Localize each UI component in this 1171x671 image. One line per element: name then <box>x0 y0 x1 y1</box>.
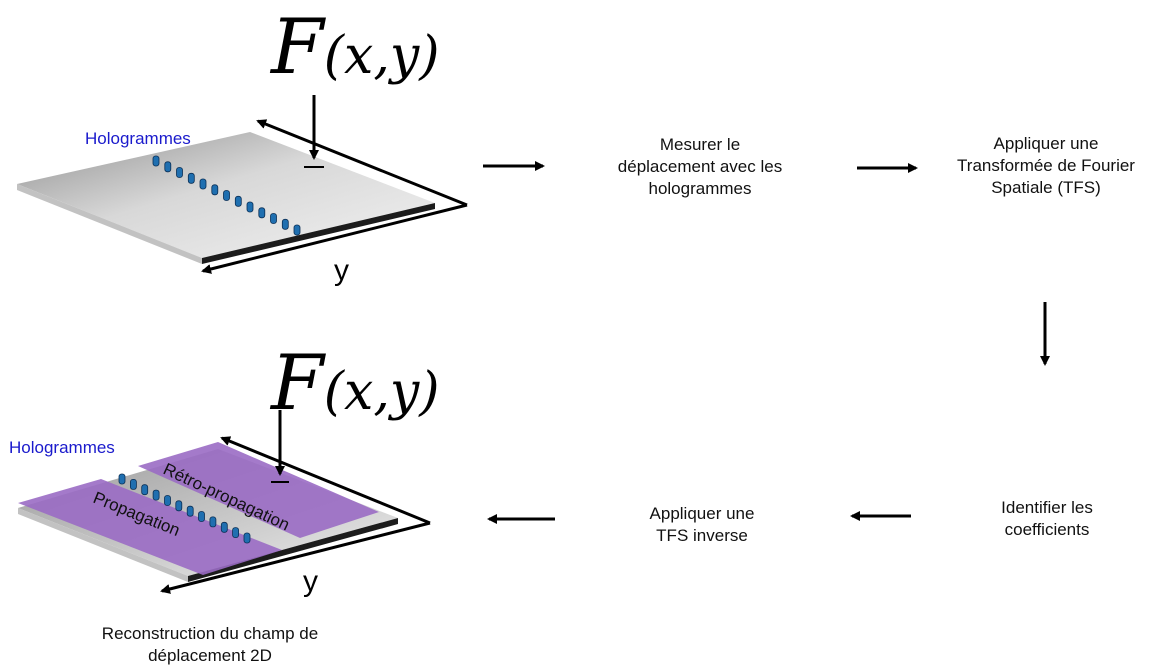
hologram-sensor <box>246 201 254 213</box>
bottom-plate-surface <box>18 449 398 576</box>
step-identify-line1: Identifier les <box>1001 498 1093 517</box>
bottom-force-sub: (x,y) <box>323 362 440 422</box>
hologram-sensor <box>270 213 277 224</box>
step-inverse-line1: Appliquer une <box>649 504 755 523</box>
top-force-sub: (x,y) <box>323 26 440 86</box>
bottom-axis-y-label: y <box>303 565 318 598</box>
top-axis-y-label: y <box>334 254 349 287</box>
hologram-sensor <box>293 224 301 236</box>
step-measure: Mesurer le déplacement avec les hologram… <box>572 134 828 200</box>
bottom-hologram-sensors <box>118 473 251 544</box>
bottom-force-label: F(x,y) <box>271 338 440 427</box>
hologram-sensor <box>152 489 160 501</box>
hologram-sensor <box>164 495 171 506</box>
hologram-sensor <box>243 532 251 544</box>
step-tfs-line2: Transformée de Fourier <box>957 156 1135 175</box>
hologram-sensor <box>141 484 149 496</box>
hologram-sensor <box>187 172 195 184</box>
propagation-region <box>18 479 282 575</box>
hologram-sensor <box>209 516 217 528</box>
step-tfs-line1: Appliquer une <box>993 134 1099 153</box>
step-measure-line3: hologrammes <box>648 179 752 198</box>
top-plate-edge <box>202 203 435 264</box>
top-axis-front <box>201 203 468 274</box>
step-inverse: Appliquer une TFS inverse <box>602 503 802 547</box>
top-holo-label: Hologrammes <box>85 129 191 148</box>
step-measure-line1: Mesurer le <box>659 135 741 154</box>
hologram-sensor <box>175 500 183 512</box>
caption-reconstruction: Reconstruction du champ de déplacement 2… <box>30 623 390 667</box>
bottom-plate: Propagation Rétro-propagation <box>18 410 431 594</box>
hologram-sensor <box>176 167 183 178</box>
bottom-plate-left-edge <box>18 508 188 582</box>
hologram-sensor <box>258 207 266 219</box>
caption-line2: déplacement 2D <box>148 646 272 665</box>
top-force-label: F(x,y) <box>271 2 440 91</box>
hologram-sensor <box>234 195 242 207</box>
hologram-sensor <box>232 527 240 538</box>
top-plate <box>17 95 468 274</box>
step-tfs: Appliquer une Transformée de Fourier Spa… <box>930 133 1162 199</box>
hologram-sensor <box>199 178 207 190</box>
retro-propagation-region <box>138 442 379 538</box>
bottom-holo-label: Hologrammes <box>9 438 115 457</box>
hologram-sensor <box>129 478 137 490</box>
step-identify-line2: coefficients <box>1004 520 1090 539</box>
hologram-sensor <box>186 505 194 517</box>
hologram-sensor <box>281 218 289 230</box>
step-tfs-line3: Spatiale (TFS) <box>991 178 1101 197</box>
top-force-main: F <box>271 2 324 91</box>
hologram-sensor <box>211 184 219 196</box>
bottom-axis-front <box>160 521 431 594</box>
step-measure-line2: déplacement avec les <box>617 157 783 176</box>
top-hologram-sensors <box>152 155 301 236</box>
bottom-axis-back <box>220 436 431 525</box>
hologram-sensor <box>152 155 160 167</box>
step-identify: Identifier les coefficients <box>952 497 1142 541</box>
hologram-sensor <box>118 473 126 485</box>
hologram-sensor <box>220 521 228 533</box>
hologram-sensor <box>164 161 172 173</box>
bottom-force-main: F <box>271 338 324 427</box>
step-inverse-line2: TFS inverse <box>656 526 748 545</box>
top-plate-left-edge <box>17 184 202 264</box>
hologram-sensor <box>198 511 205 522</box>
caption-line1: Reconstruction du champ de <box>101 624 319 643</box>
hologram-sensor <box>223 190 230 201</box>
bottom-plate-edge <box>188 518 398 582</box>
top-axis-back <box>256 119 468 207</box>
